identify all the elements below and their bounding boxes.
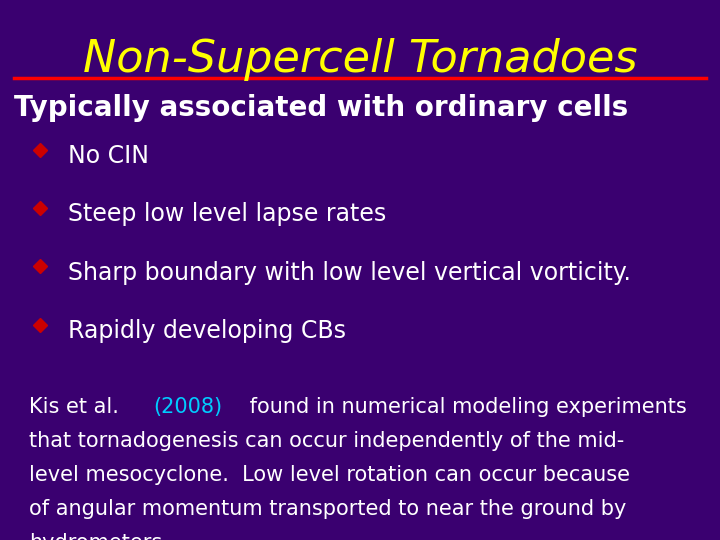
Text: (2008): (2008) [153, 397, 222, 417]
Text: of angular momentum transported to near the ground by: of angular momentum transported to near … [29, 499, 626, 519]
Text: Rapidly developing CBs: Rapidly developing CBs [68, 319, 346, 343]
Text: found in numerical modeling experiments: found in numerical modeling experiments [243, 397, 686, 417]
Text: level mesocyclone.  Low level rotation can occur because: level mesocyclone. Low level rotation ca… [29, 465, 630, 485]
Text: Steep low level lapse rates: Steep low level lapse rates [68, 202, 387, 226]
Text: No CIN: No CIN [68, 144, 150, 168]
Text: Typically associated with ordinary cells: Typically associated with ordinary cells [14, 94, 629, 123]
Text: that tornadogenesis can occur independently of the mid-: that tornadogenesis can occur independen… [29, 431, 624, 451]
Text: Kis et al.: Kis et al. [29, 397, 125, 417]
Text: Non-Supercell Tornadoes: Non-Supercell Tornadoes [83, 38, 637, 81]
Text: hydrometers.: hydrometers. [29, 533, 168, 540]
Text: Sharp boundary with low level vertical vorticity.: Sharp boundary with low level vertical v… [68, 261, 631, 285]
